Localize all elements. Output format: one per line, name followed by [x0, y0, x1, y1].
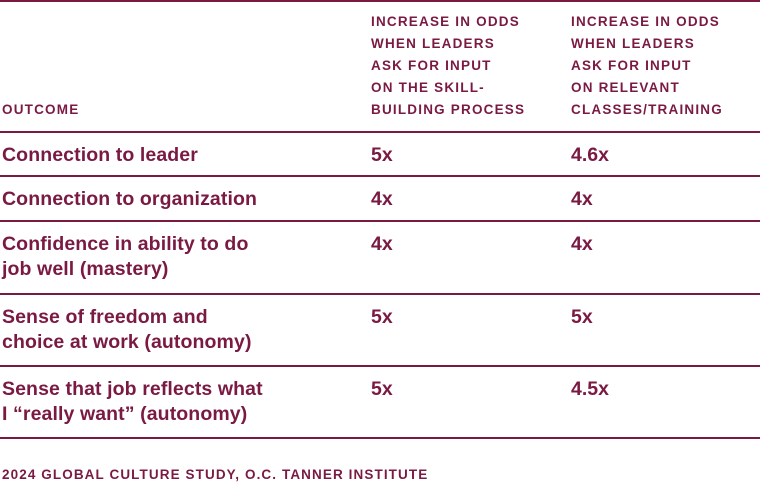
skill-building-value: 4x: [371, 233, 393, 255]
classes-training-value: 4x: [571, 188, 593, 210]
skill-building-value: 5x: [371, 144, 393, 166]
source-citation: 2024 GLOBAL CULTURE STUDY, O.C. TANNER I…: [2, 467, 429, 482]
outcome-cell: Connection to organization: [2, 188, 257, 210]
row-divider: [0, 220, 760, 222]
header-skill-building: INCREASE IN ODDS WHEN LEADERS ASK FOR IN…: [371, 14, 526, 117]
skill-building-value: 4x: [371, 188, 393, 210]
classes-training-value: 4.5x: [571, 378, 609, 400]
skill-building-value: 5x: [371, 306, 393, 328]
outcome-cell: Connection to leader: [2, 144, 198, 166]
header-bottom-rule: [0, 131, 760, 133]
outcome-cell: Confidence in ability to do job well (ma…: [2, 233, 249, 280]
header-outcome: OUTCOME: [2, 102, 80, 117]
outcome-cell: Sense that job reflects what I “really w…: [2, 378, 263, 425]
classes-training-value: 4x: [571, 233, 593, 255]
skill-building-value: 5x: [371, 378, 393, 400]
row-divider: [0, 365, 760, 367]
classes-training-value: 4.6x: [571, 144, 609, 166]
table-top-rule: [0, 0, 760, 2]
table-bottom-rule: [0, 437, 760, 439]
header-classes-training: INCREASE IN ODDS WHEN LEADERS ASK FOR IN…: [571, 14, 723, 117]
row-divider: [0, 293, 760, 295]
outcome-cell: Sense of freedom and choice at work (aut…: [2, 306, 252, 353]
row-divider: [0, 175, 760, 177]
classes-training-value: 5x: [571, 306, 593, 328]
